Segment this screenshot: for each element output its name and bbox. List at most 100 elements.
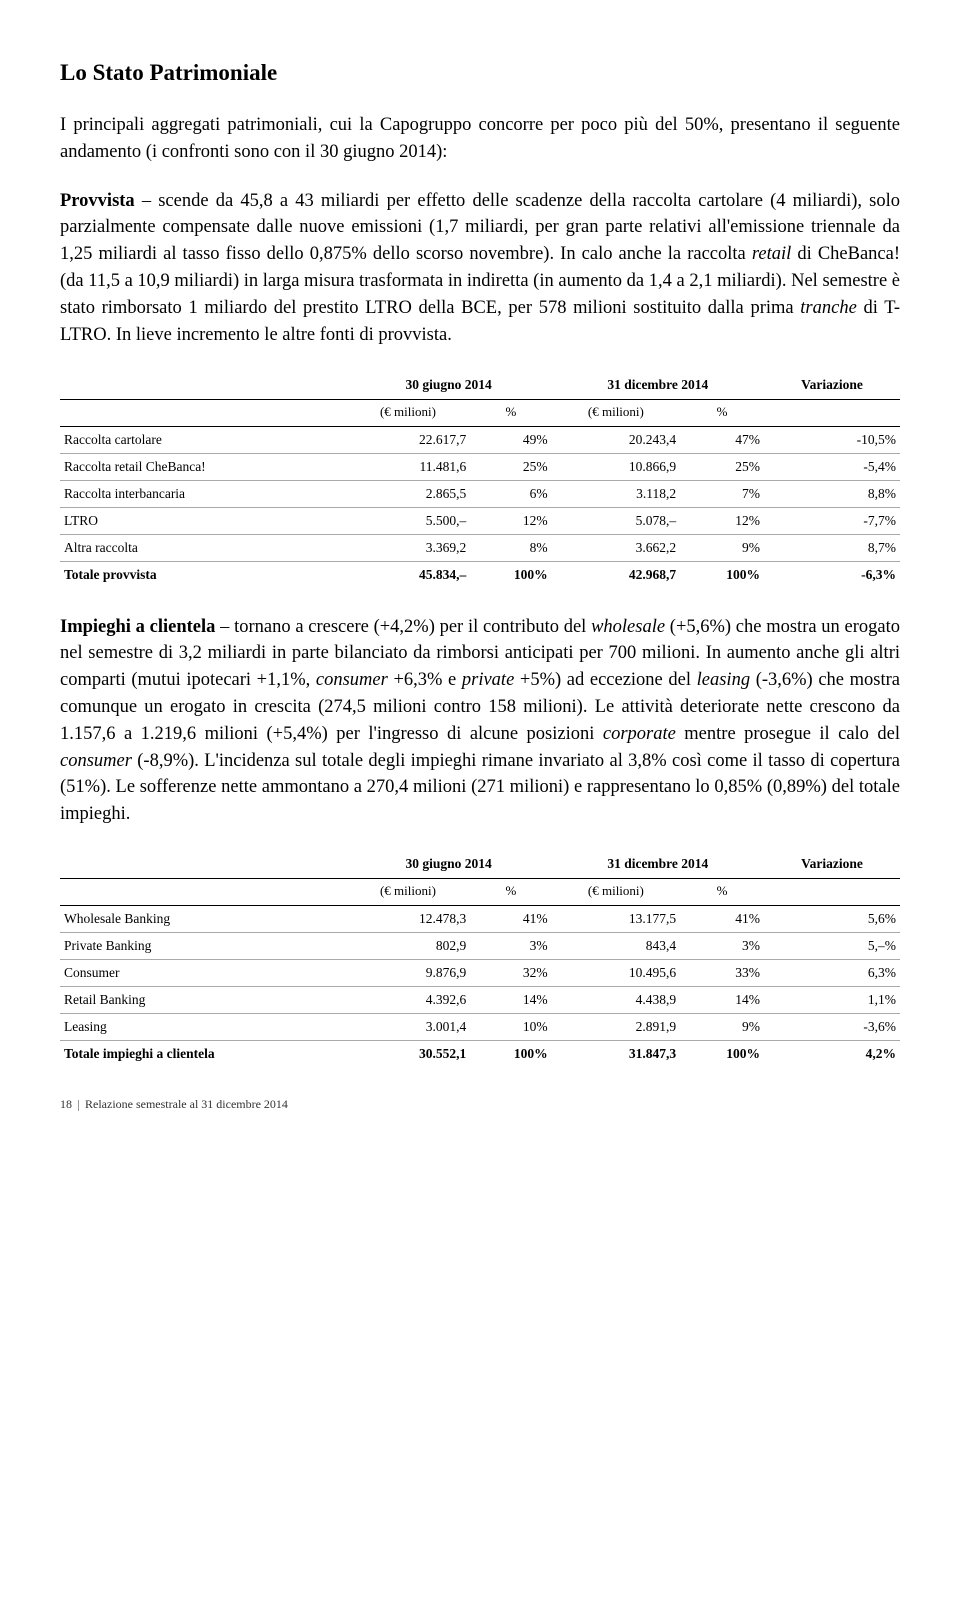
table-row: Raccolta interbancaria2.865,56%3.118,27%… <box>60 480 900 507</box>
intro-paragraph: I principali aggregati patrimoniali, cui… <box>60 112 900 166</box>
cell: 3.662,2 <box>552 534 681 561</box>
row-label: LTRO <box>60 507 346 534</box>
col-pct2-b: % <box>680 879 764 906</box>
cell: 1,1% <box>764 987 900 1014</box>
cell: 4.392,6 <box>346 987 471 1014</box>
cell: 100% <box>680 561 764 588</box>
col-pct1: % <box>470 399 551 426</box>
cell: 843,4 <box>552 933 681 960</box>
cell: 3% <box>470 933 551 960</box>
cell: 32% <box>470 960 551 987</box>
cell: 14% <box>680 987 764 1014</box>
footer-separator <box>78 1100 79 1111</box>
col-eur1: (€ milioni) <box>346 399 471 426</box>
table-row: Leasing3.001,410%2.891,99%-3,6% <box>60 1014 900 1041</box>
footer: 18 Relazione semestrale al 31 dicembre 2… <box>60 1097 900 1112</box>
consumer-term-2: consumer <box>60 751 132 771</box>
cell: 41% <box>680 906 764 933</box>
cell: 2.891,9 <box>552 1014 681 1041</box>
provvista-table: 30 giugno 2014 31 dicembre 2014 Variazio… <box>60 371 900 588</box>
cell: 20.243,4 <box>552 426 681 453</box>
cell: 4,2% <box>764 1041 900 1068</box>
impieghi-g: (-8,9%). L'incidenza sul totale degli im… <box>60 751 900 825</box>
row-label: Private Banking <box>60 933 346 960</box>
cell: 13.177,5 <box>552 906 681 933</box>
cell: 10% <box>470 1014 551 1041</box>
table-row: Private Banking802,93%843,43%5,–% <box>60 933 900 960</box>
impieghi-f: mentre prosegue il calo del <box>676 724 900 744</box>
col-pct2: % <box>680 399 764 426</box>
row-label: Wholesale Banking <box>60 906 346 933</box>
provvista-label: Provvista <box>60 191 135 211</box>
col-var: Variazione <box>764 371 900 400</box>
cell: 100% <box>470 1041 551 1068</box>
cell: 8,7% <box>764 534 900 561</box>
cell: 25% <box>680 453 764 480</box>
cell: 12% <box>680 507 764 534</box>
cell: 14% <box>470 987 551 1014</box>
cell: 5,–% <box>764 933 900 960</box>
table-row: LTRO5.500,–12%5.078,–12%-7,7% <box>60 507 900 534</box>
leasing-term: leasing <box>697 670 750 690</box>
cell: 5,6% <box>764 906 900 933</box>
row-label: Raccolta cartolare <box>60 426 346 453</box>
cell: 3.369,2 <box>346 534 471 561</box>
cell: 6% <box>470 480 551 507</box>
wholesale-term: wholesale <box>591 617 665 637</box>
cell: 49% <box>470 426 551 453</box>
cell: 100% <box>680 1041 764 1068</box>
table-row: Altra raccolta3.369,28%3.662,29%8,7% <box>60 534 900 561</box>
cell: 12% <box>470 507 551 534</box>
col-eur2: (€ milioni) <box>552 399 681 426</box>
cell: 5.078,– <box>552 507 681 534</box>
row-label: Consumer <box>60 960 346 987</box>
row-label: Raccolta interbancaria <box>60 480 346 507</box>
table-row: Consumer9.876,932%10.495,633%6,3% <box>60 960 900 987</box>
cell: 4.438,9 <box>552 987 681 1014</box>
impieghi-a: – tornano a crescere (+4,2%) per il cont… <box>215 617 591 637</box>
cell: 5.500,– <box>346 507 471 534</box>
page-title: Lo Stato Patrimoniale <box>60 60 900 86</box>
impieghi-c: +6,3% e <box>388 670 462 690</box>
cell: 30.552,1 <box>346 1041 471 1068</box>
private-term: private <box>462 670 514 690</box>
page-number: 18 <box>60 1097 72 1111</box>
cell: 7% <box>680 480 764 507</box>
cell: 41% <box>470 906 551 933</box>
cell: -6,3% <box>764 561 900 588</box>
cell: 3% <box>680 933 764 960</box>
cell: 42.968,7 <box>552 561 681 588</box>
total-label: Totale provvista <box>60 561 346 588</box>
cell: -10,5% <box>764 426 900 453</box>
cell: -7,7% <box>764 507 900 534</box>
cell: 45.834,– <box>346 561 471 588</box>
cell: 6,3% <box>764 960 900 987</box>
col-date1: 30 giugno 2014 <box>346 371 552 400</box>
cell: 12.478,3 <box>346 906 471 933</box>
cell: 3.118,2 <box>552 480 681 507</box>
cell: 11.481,6 <box>346 453 471 480</box>
cell: 802,9 <box>346 933 471 960</box>
impieghi-paragraph: Impieghi a clientela – tornano a crescer… <box>60 614 900 829</box>
impieghi-label: Impieghi a clientela <box>60 617 215 637</box>
cell: 33% <box>680 960 764 987</box>
table-total-row: Totale provvista45.834,–100%42.968,7100%… <box>60 561 900 588</box>
impieghi-d: +5%) ad eccezione del <box>514 670 696 690</box>
table-total-row: Totale impieghi a clientela30.552,1100%3… <box>60 1041 900 1068</box>
retail-term: retail <box>752 244 791 264</box>
cell: 9.876,9 <box>346 960 471 987</box>
row-label: Raccolta retail CheBanca! <box>60 453 346 480</box>
table-row: Raccolta retail CheBanca!11.481,625%10.8… <box>60 453 900 480</box>
row-label: Retail Banking <box>60 987 346 1014</box>
provvista-paragraph: Provvista – scende da 45,8 a 43 miliardi… <box>60 188 900 349</box>
cell: 22.617,7 <box>346 426 471 453</box>
col-date1-b: 30 giugno 2014 <box>346 850 552 879</box>
cell: 100% <box>470 561 551 588</box>
total-label: Totale impieghi a clientela <box>60 1041 346 1068</box>
cell: 9% <box>680 534 764 561</box>
row-label: Altra raccolta <box>60 534 346 561</box>
col-pct1-b: % <box>470 879 551 906</box>
cell: 2.865,5 <box>346 480 471 507</box>
table-row: Raccolta cartolare22.617,749%20.243,447%… <box>60 426 900 453</box>
cell: 10.495,6 <box>552 960 681 987</box>
